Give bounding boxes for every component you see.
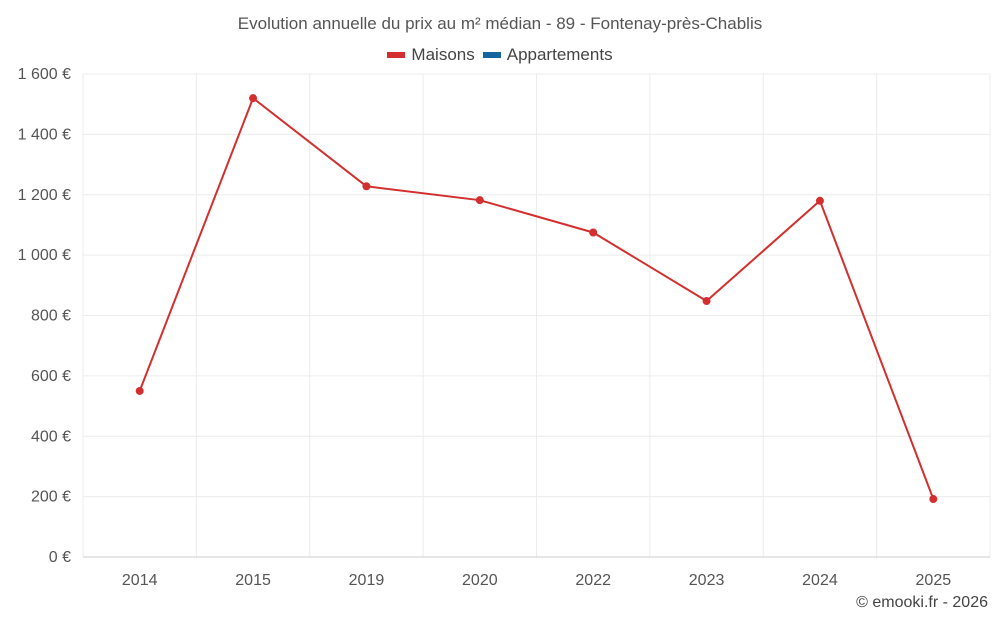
y-tick-label: 1 600 € xyxy=(18,66,71,83)
x-tick-label: 2023 xyxy=(689,572,725,589)
x-tick-label: 2022 xyxy=(575,572,611,589)
x-tick-label: 2025 xyxy=(916,572,952,589)
legend-swatch-maisons xyxy=(387,52,406,58)
x-tick-label: 2024 xyxy=(802,572,838,589)
data-point xyxy=(815,196,824,205)
credit-text: © emooki.fr - 2026 xyxy=(856,594,988,611)
series-line-maisons xyxy=(138,97,935,500)
legend: Maisons Appartements xyxy=(0,45,1000,65)
x-tick-label: 2019 xyxy=(349,572,385,589)
legend-item-maisons[interactable]: Maisons xyxy=(387,45,475,65)
y-tick-label: 600 € xyxy=(31,368,71,385)
y-tick-label: 0 € xyxy=(49,549,71,566)
series-group xyxy=(135,94,938,504)
y-tick-label: 1 400 € xyxy=(18,126,71,143)
y-axis-labels: 0 € 200 € 400 € 600 € 800 € 1 000 € 1 200 € 1 4… xyxy=(18,66,71,566)
grid-lines xyxy=(82,73,991,557)
legend-label-appartements: Appartements xyxy=(506,45,613,64)
data-point xyxy=(702,297,711,306)
y-tick-label: 800 € xyxy=(31,308,71,325)
y-tick-label: 1 000 € xyxy=(18,247,71,264)
y-tick-label: 1 200 € xyxy=(18,187,71,204)
data-point xyxy=(135,386,144,395)
chart-title: Evolution annuelle du prix au m² médian … xyxy=(237,14,763,33)
x-axis-labels: 2014 2015 2019 2020 2022 2023 2024 2025 xyxy=(122,572,951,589)
data-point xyxy=(589,228,598,237)
data-point xyxy=(929,495,938,504)
data-point xyxy=(475,196,484,205)
x-tick-label: 2020 xyxy=(462,572,498,589)
data-point xyxy=(362,182,371,191)
legend-item-appartements[interactable]: Appartements xyxy=(482,45,613,65)
legend-swatch-appartements xyxy=(482,52,501,58)
y-tick-label: 200 € xyxy=(31,489,71,506)
x-tick-label: 2015 xyxy=(235,572,271,589)
data-point xyxy=(249,94,258,103)
x-tick-label: 2014 xyxy=(122,572,158,589)
y-tick-label: 400 € xyxy=(31,428,71,445)
legend-label-maisons: Maisons xyxy=(411,45,475,64)
